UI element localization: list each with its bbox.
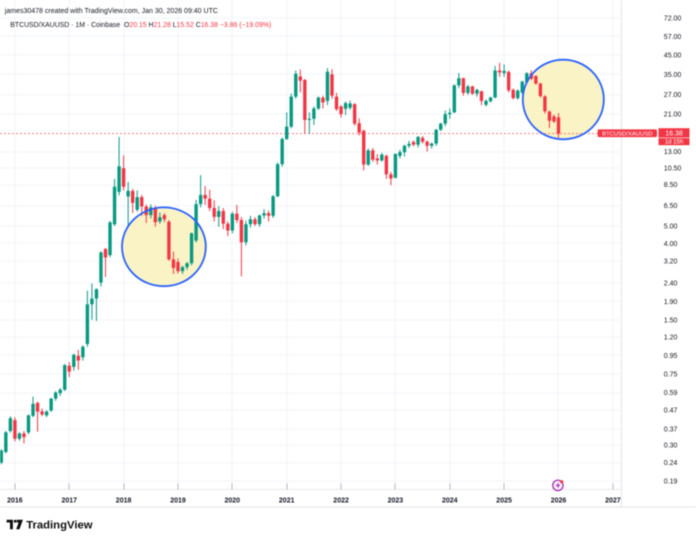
svg-text:2016: 2016 [7, 497, 23, 504]
svg-text:0.95: 0.95 [664, 353, 678, 360]
svg-text:1.20: 1.20 [664, 335, 678, 342]
svg-text:BTCUSD/XAUUSD: BTCUSD/XAUUSD [602, 131, 652, 137]
svg-text:8.50: 8.50 [664, 182, 678, 189]
svg-text:2026: 2026 [551, 497, 567, 504]
svg-text:3.20: 3.20 [664, 258, 678, 265]
svg-text:0.24: 0.24 [664, 460, 678, 467]
svg-text:1d 15h: 1d 15h [665, 140, 683, 146]
svg-text:2017: 2017 [62, 497, 78, 504]
svg-text:57.00: 57.00 [664, 34, 682, 41]
svg-text:0.37: 0.37 [664, 426, 678, 433]
svg-text:35.00: 35.00 [664, 72, 682, 79]
svg-text:2021: 2021 [279, 497, 295, 504]
svg-text:13.00: 13.00 [664, 149, 682, 156]
svg-text:27.00: 27.00 [664, 92, 682, 99]
svg-text:1.50: 1.50 [664, 317, 678, 324]
svg-text:2018: 2018 [116, 497, 132, 504]
svg-text:5.00: 5.00 [664, 224, 678, 231]
svg-text:6.50: 6.50 [664, 203, 678, 210]
svg-text:2020: 2020 [225, 497, 241, 504]
svg-text:2022: 2022 [333, 497, 349, 504]
svg-text:0.59: 0.59 [664, 390, 678, 397]
svg-text:4.00: 4.00 [664, 241, 678, 248]
svg-text:21.00: 21.00 [664, 112, 682, 119]
svg-text:james30478 created with Tradin: james30478 created with TradingView.com,… [4, 8, 218, 15]
svg-text:72.00: 72.00 [664, 16, 682, 23]
svg-text:TradingView: TradingView [26, 520, 93, 532]
svg-text:2.40: 2.40 [664, 281, 678, 288]
svg-text:16.38: 16.38 [665, 130, 683, 137]
svg-text:BTCUSD/XAUUSD · 1M · Coinbase: BTCUSD/XAUUSD · 1M · Coinbase O20.15 H21… [10, 22, 271, 29]
svg-text:2027: 2027 [605, 497, 621, 504]
svg-text:2025: 2025 [496, 497, 512, 504]
svg-text:45.00: 45.00 [664, 52, 682, 59]
svg-text:0.30: 0.30 [664, 443, 678, 450]
svg-text:2023: 2023 [388, 497, 404, 504]
svg-text:0.19: 0.19 [664, 478, 678, 485]
svg-text:2019: 2019 [170, 497, 186, 504]
svg-text:2024: 2024 [442, 497, 458, 504]
svg-text:0.75: 0.75 [664, 371, 678, 378]
svg-text:1.90: 1.90 [664, 299, 678, 306]
svg-text:0.47: 0.47 [664, 408, 678, 415]
svg-text:10.50: 10.50 [664, 166, 682, 173]
